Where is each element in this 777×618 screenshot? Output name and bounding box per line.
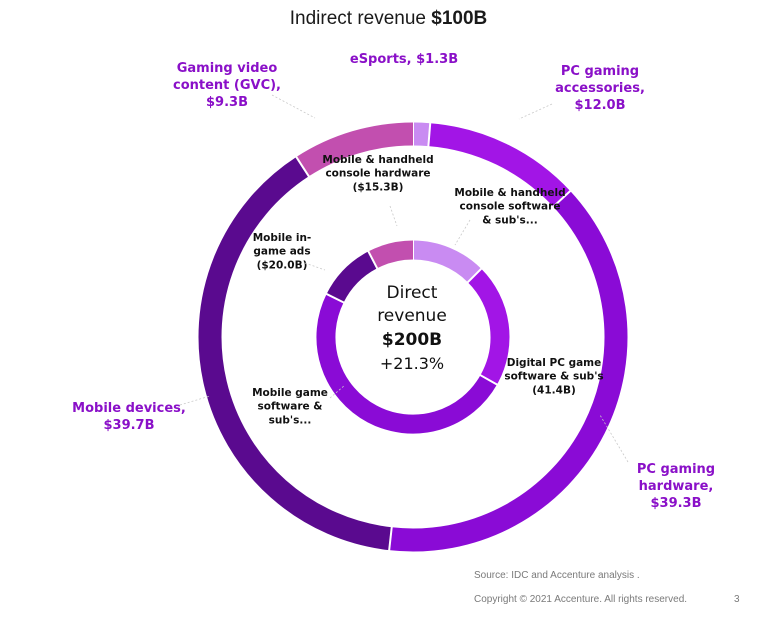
copyright-note: Copyright © 2021 Accenture. All rights r… (474, 594, 688, 605)
inner-slice-separator (466, 267, 483, 284)
outer-slice-3 (389, 191, 628, 552)
inner-leader-line (304, 262, 326, 271)
outer-leader-line (599, 414, 629, 463)
page-number: 3 (734, 594, 740, 605)
outer-leader-line (271, 94, 316, 119)
outer-slice-label-1: eSports, $1.3B (350, 52, 458, 67)
outer-slice-5 (296, 122, 414, 177)
inner-slice-label-3: Mobile game software & sub's... (252, 387, 328, 426)
inner-slice-3 (316, 294, 497, 434)
center-growth: +21.3% (379, 354, 445, 373)
inner-slice-4 (326, 251, 378, 303)
inner-slice-label-1: Mobile & handheld console software & sub's… (454, 187, 565, 226)
outer-slice-4 (198, 157, 392, 551)
outer-slice-separator (551, 189, 572, 209)
outer-slice-label-2: PC gaming accessories, $12.0B (555, 64, 645, 113)
outer-leader-line (179, 395, 211, 406)
inner-slice-2 (467, 268, 510, 385)
center-line1: Direct (386, 283, 438, 303)
inner-slice-1 (412, 240, 482, 283)
outer-leader-line (518, 103, 553, 120)
inner-leader-line (454, 219, 471, 246)
slice-labels: eSports, $1.3B PC gaming accessories, $12.0… (72, 52, 715, 511)
inner-slice-label-2: Digital PC game software & sub's (41.4B) (504, 357, 603, 396)
inner-ring (316, 239, 510, 434)
title-amount: $100B (431, 8, 488, 29)
outer-slice-separator (388, 526, 393, 552)
outer-slice-2 (428, 123, 571, 207)
center-label: Direct revenue $200B +21.3% (348, 282, 476, 375)
outer-slice-label-4: Mobile devices, $39.7B (72, 401, 186, 433)
inner-slice-separator (367, 250, 379, 270)
source-note: Source: IDC and Accenture analysis . (474, 570, 640, 581)
center-total: $200B (381, 330, 443, 350)
inner-leader-line (389, 205, 398, 227)
inner-slice-separator (325, 292, 345, 304)
outer-slice-label-3: PC gaming hardware, $39.3B (637, 462, 715, 511)
outer-ring (198, 121, 628, 552)
inner-leader-line (329, 384, 346, 399)
inner-slice-5 (368, 240, 414, 269)
inner-slice-separator (479, 373, 499, 386)
title-prefix: Indirect revenue (289, 8, 432, 29)
chart-title: Indirect revenue $100B (0, 8, 777, 30)
inner-slice-label-5: Mobile & handheld console hardware ($15.3B… (322, 154, 433, 193)
outer-slice-separator (294, 155, 311, 178)
center-line2: revenue (377, 306, 447, 326)
outer-slice-separator (427, 122, 432, 148)
inner-slice-label-4: Mobile in-game ads ($20.0B) (253, 232, 312, 271)
outer-slice-1 (412, 122, 431, 147)
outer-slice-label-5: Gaming video content (GVC), $9.3B (173, 61, 281, 110)
